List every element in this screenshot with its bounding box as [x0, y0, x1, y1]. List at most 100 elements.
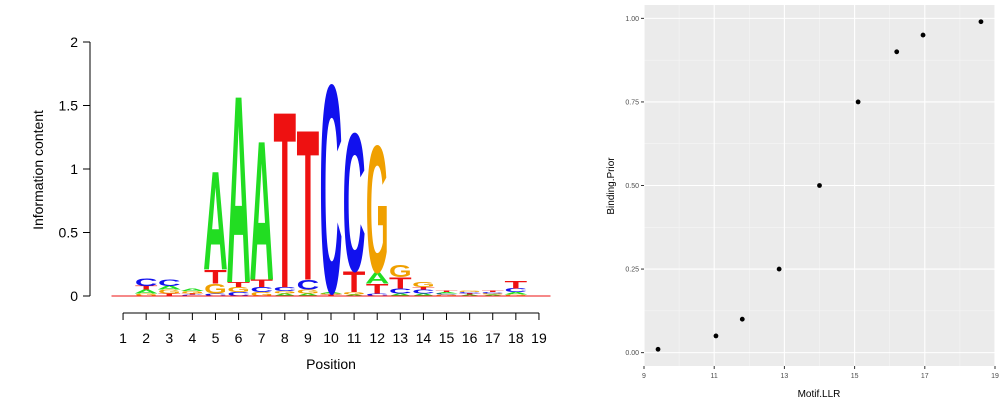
logo-letter-a: A [434, 292, 458, 294]
logo-letter-a: A [388, 293, 413, 297]
logo-letter-c: C [297, 277, 320, 293]
logo-letter-t: T [181, 293, 204, 295]
scatter-point [894, 49, 900, 55]
scatter-point [713, 333, 719, 339]
scatter-point [920, 32, 926, 38]
logo-letter-t: T [204, 266, 227, 288]
logo-letter-t: T [320, 294, 343, 296]
logo-letter-c: C [435, 293, 458, 295]
logo-x-tick-label: 7 [258, 330, 266, 346]
scatter-y-axis-label: Binding.Prior [606, 157, 617, 215]
scatter-point [978, 19, 984, 25]
scatter-point [817, 183, 822, 188]
logo-letter-c: C [412, 289, 435, 295]
logo-letter-t: T [412, 286, 435, 290]
logo-letter-g: G [343, 292, 366, 296]
logo-letter-g: G [505, 294, 528, 296]
logo-letter-g: G [389, 262, 412, 282]
logo-x-tick-label: 12 [369, 330, 385, 346]
scatter-x-tick-label: 9 [642, 373, 646, 380]
logo-x-tick-label: 14 [416, 330, 432, 346]
scatter-axes: 0.00 0.25 0.50 0.75 1.00 9 11 13 15 17 19 [625, 16, 999, 380]
logo-letter-a: A [457, 294, 481, 296]
logo-letter-a: A [480, 294, 504, 296]
logo-letter-g: G [297, 289, 320, 295]
logo-letter-c: C [505, 287, 528, 293]
logo-letter-c: C [343, 92, 366, 313]
scatter-y-tick-label: 0.25 [625, 267, 639, 274]
logo-x-tick-label: 17 [485, 330, 501, 346]
logo-letter-g: G [366, 107, 389, 311]
logo-letter-g: G [135, 293, 158, 297]
logo-x-tick-label: 9 [304, 330, 312, 346]
logo-letter-t: T [435, 291, 458, 293]
logo-letter-a: A [134, 289, 159, 295]
logo-letter-t: T [458, 293, 481, 295]
logo-letter-t: T [297, 84, 320, 325]
scatter-y-tick-label: 0.00 [625, 350, 639, 357]
logo-letter-c: C [273, 286, 296, 292]
logo-letter-t: T [135, 285, 158, 291]
logo-letter-a: A [342, 294, 366, 296]
logo-letter-g: G [412, 281, 435, 289]
logo-letter-a: A [411, 293, 436, 297]
logo-letter-g: G [181, 290, 204, 294]
logo-y-tick-label: 2 [70, 34, 78, 50]
logo-y-tick-label: 1 [70, 161, 78, 177]
logo-letter-c: C [227, 291, 250, 297]
logo-x-tick-label: 8 [281, 330, 289, 346]
logo-x-tick-label: 3 [165, 330, 173, 346]
logo-letter-c: C [389, 287, 412, 295]
logo-letter-a: A [249, 101, 274, 323]
logo-x-tick-label: 4 [188, 330, 196, 346]
scatter-x-tick-label: 19 [991, 373, 999, 380]
logo-letter-g: G [481, 293, 504, 295]
logo-y-tick-label: 0.5 [59, 225, 79, 241]
logo-letter-t: T [481, 291, 504, 293]
logo-letter-t: T [389, 274, 412, 292]
logo-letter-a: A [273, 293, 298, 297]
logo-letter-c: C [250, 286, 273, 294]
scatter-x-tick-label: 13 [781, 373, 789, 380]
logo-x-tick-label: 19 [531, 330, 547, 346]
logo-letter-c: C [366, 293, 389, 297]
logo-letter-a: A [319, 292, 343, 294]
scatter-x-tick-label: 15 [851, 373, 859, 380]
scatter-x-axis-label: Motif.LLR [798, 389, 841, 400]
logo-letter-c: C [181, 294, 204, 296]
logo-letter-c: C [481, 292, 504, 294]
scatter-point [739, 316, 745, 322]
logo-letter-c: C [158, 278, 181, 288]
scatter-plot-background [644, 5, 995, 366]
logo-letter-g: G [158, 289, 181, 295]
logo-x-tick-label: 18 [508, 330, 524, 346]
scatter-point [855, 99, 861, 105]
logo-letter-t: T [505, 279, 528, 291]
logo-x-tick-label: 5 [212, 330, 220, 346]
scatter-y-tick-label: 1.00 [625, 16, 639, 23]
logo-letter-a: A [180, 288, 205, 292]
logo-y-tick-label: 1.5 [59, 98, 79, 114]
scatter-x-tick-label: 17 [921, 373, 929, 380]
logo-x-tick-label: 10 [323, 330, 339, 346]
logo-letter-t: T [250, 277, 273, 289]
scatter-x-tick-label: 11 [711, 373, 718, 380]
logo-letter-t: T [227, 281, 250, 289]
logo-x-tick-label: 2 [142, 330, 150, 346]
logo-letter-a: A [296, 293, 321, 297]
logo-x-tick-label: 13 [393, 330, 409, 346]
logo-x-tick-label: 6 [235, 330, 243, 346]
logo-letter-t: T [158, 293, 181, 297]
scatter-point [776, 266, 782, 272]
logo-x-tick-label: 11 [347, 330, 362, 346]
logo-letter-g: G [320, 293, 343, 295]
scatter-point [655, 346, 661, 352]
logo-axes: 00.511.521 2 3 4 5 6 7 8 9 10 11 12 13 14 15 16 17 18 19 [59, 34, 551, 346]
scatter-points [655, 19, 984, 352]
logo-letter-c: C [204, 293, 227, 297]
logo-letter-a: A [365, 269, 390, 287]
logo-y-axis-label: Information content [30, 110, 46, 230]
logo-y-tick-label: 0 [70, 288, 78, 304]
